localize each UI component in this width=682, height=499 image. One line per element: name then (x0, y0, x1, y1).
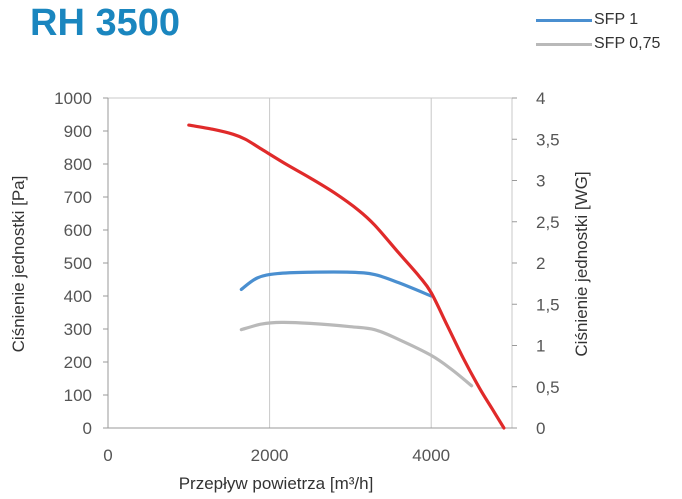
y-left-tick-label: 400 (64, 287, 92, 306)
y-left-tick-label: 600 (64, 221, 92, 240)
y-left-tick-label: 1000 (54, 89, 92, 108)
y-right-tick-label: 1 (536, 337, 545, 356)
y-left-tick-label: 800 (64, 155, 92, 174)
y-right-tick-label: 0,5 (536, 378, 560, 397)
y-left-tick-label: 300 (64, 320, 92, 339)
legend-swatch-sfp075 (536, 42, 592, 46)
legend-item-sfp1: SFP 1 (536, 8, 660, 32)
x-tick-label: 2000 (251, 446, 289, 465)
y-left-tick-label: 900 (64, 122, 92, 141)
y-right-tick-label: 1,5 (536, 295, 560, 314)
series-line-sfp075 (239, 320, 474, 388)
y-right-tick-label: 4 (536, 89, 545, 108)
series-layer (187, 123, 506, 430)
y-left-tick-label: 700 (64, 188, 92, 207)
y-right-tick-label: 0 (536, 419, 545, 438)
legend-label-sfp1: SFP 1 (594, 11, 639, 28)
y-left-tick-label: 0 (83, 419, 92, 438)
ticks-layer: 0 100 200 300 400 500 600 700 800 900 1000 0 0,5 1 1,5… (54, 89, 559, 465)
grid-layer (108, 97, 513, 428)
y-right-tick-label: 2 (536, 254, 545, 273)
series-line-sfp1 (239, 270, 433, 298)
legend-item-sfp075: SFP 0,75 (536, 32, 660, 56)
x-tick-label: 4000 (412, 446, 450, 465)
series-line-fan-curve (187, 123, 506, 430)
y-left-tick-label: 100 (64, 386, 92, 405)
chart-title: RH 3500 (30, 2, 180, 44)
legend: SFP 1 SFP 0,75 (536, 8, 660, 56)
legend-swatch-sfp1 (536, 18, 592, 22)
y-axis-label-left: Ciśnienie jednostki [Pa] (9, 176, 28, 353)
y-axis-label-right: Ciśnienie jednostki [WG] (572, 171, 591, 356)
y-left-tick-label: 200 (64, 353, 92, 372)
axes-layer (107, 98, 512, 429)
y-right-tick-label: 2,5 (536, 213, 560, 232)
x-tick-label: 0 (103, 446, 112, 465)
y-left-tick-label: 500 (64, 254, 92, 273)
legend-label-sfp075: SFP 0,75 (594, 35, 661, 52)
x-axis-label: Przepływ powietrza [m³/h] (179, 474, 374, 493)
y-right-tick-label: 3 (536, 172, 545, 191)
y-right-tick-label: 3,5 (536, 130, 560, 149)
